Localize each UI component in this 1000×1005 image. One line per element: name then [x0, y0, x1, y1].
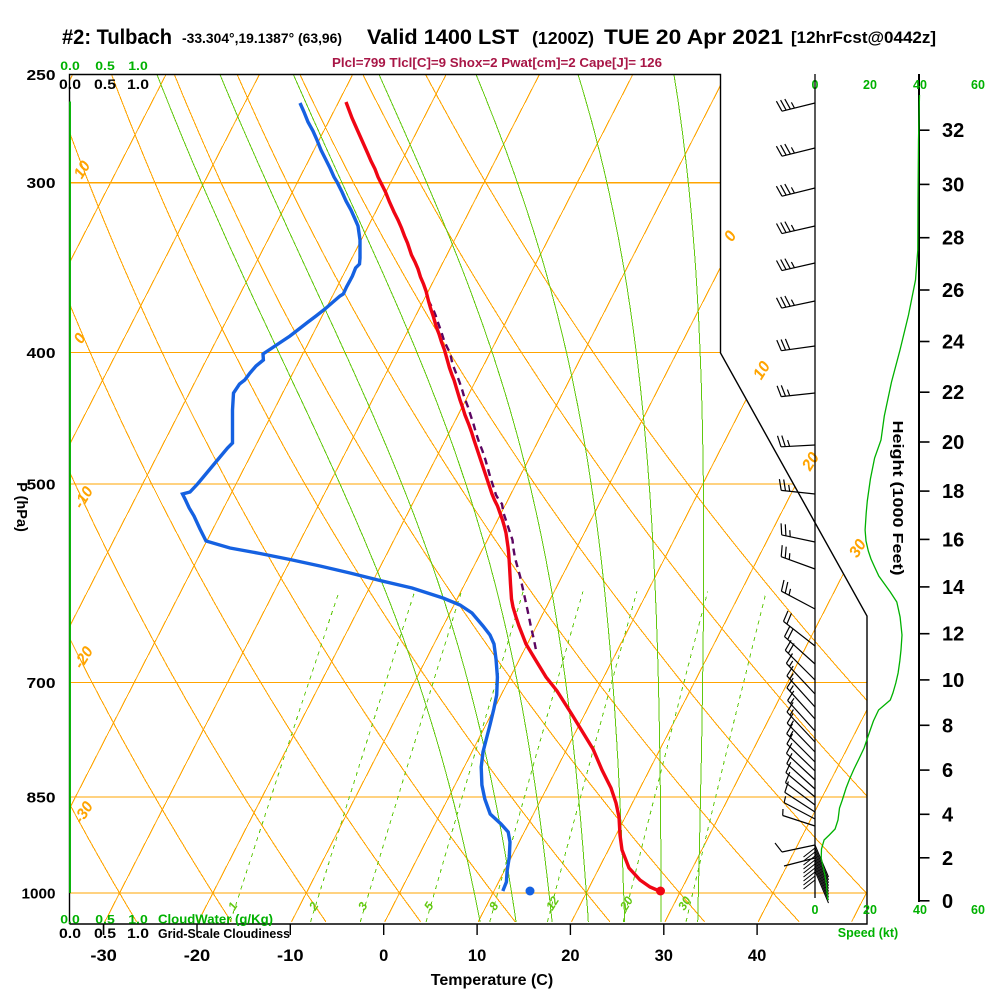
svg-text:0: 0: [812, 903, 819, 917]
svg-text:24: 24: [942, 332, 965, 354]
svg-text:Speed (kt): Speed (kt): [838, 926, 898, 940]
svg-text:-10: -10: [277, 947, 304, 965]
svg-text:30: 30: [655, 947, 673, 965]
svg-text:1.0: 1.0: [127, 77, 149, 92]
svg-text:850: 850: [27, 790, 56, 807]
svg-text:4: 4: [942, 804, 954, 826]
svg-text:14: 14: [942, 577, 965, 599]
svg-text:1.0: 1.0: [128, 59, 148, 73]
svg-text:Height (1000 Feet): Height (1000 Feet): [889, 421, 905, 576]
svg-text:16: 16: [942, 529, 964, 551]
svg-text:2: 2: [942, 848, 953, 870]
svg-text:250: 250: [27, 67, 56, 84]
svg-text:1.0: 1.0: [128, 913, 148, 927]
svg-text:700: 700: [27, 675, 56, 692]
svg-text:0.5: 0.5: [95, 59, 115, 73]
svg-text:20: 20: [863, 903, 877, 917]
svg-text:20: 20: [863, 78, 877, 92]
svg-text:40: 40: [913, 78, 927, 92]
svg-text:20: 20: [942, 432, 964, 454]
svg-text:0.5: 0.5: [94, 926, 117, 941]
svg-text:(1200Z): (1200Z): [532, 28, 594, 48]
svg-text:6: 6: [942, 760, 953, 782]
svg-text:0.0: 0.0: [60, 913, 80, 927]
svg-text:28: 28: [942, 228, 964, 250]
svg-text:0: 0: [379, 947, 388, 965]
svg-text:0.0: 0.0: [60, 59, 80, 73]
svg-text:1000: 1000: [22, 886, 56, 903]
svg-text:TUE 20 Apr 2021: TUE 20 Apr 2021: [604, 25, 783, 49]
svg-text:22: 22: [942, 382, 964, 404]
svg-text:8: 8: [942, 715, 953, 737]
svg-text:10: 10: [468, 947, 486, 965]
svg-text:Grid-Scale Cloudiness: Grid-Scale Cloudiness: [158, 926, 290, 941]
svg-text:-30: -30: [90, 947, 117, 965]
svg-text:0.5: 0.5: [94, 77, 117, 92]
svg-text:300: 300: [27, 175, 56, 192]
svg-text:12: 12: [942, 624, 964, 646]
svg-text:Temperature (C): Temperature (C): [431, 972, 553, 989]
svg-text:#2: Tulbach: #2: Tulbach: [62, 26, 172, 49]
svg-text:18: 18: [942, 481, 964, 503]
svg-text:40: 40: [913, 903, 927, 917]
svg-text:32: 32: [942, 120, 964, 142]
svg-text:400: 400: [27, 345, 56, 362]
svg-text:60: 60: [971, 903, 985, 917]
svg-text:1.0: 1.0: [127, 926, 149, 941]
svg-text:-33.304°,19.1387° (63,96): -33.304°,19.1387° (63,96): [182, 31, 342, 46]
svg-text:26: 26: [942, 280, 964, 302]
svg-text:60: 60: [971, 78, 985, 92]
svg-text:0.0: 0.0: [59, 77, 81, 92]
svg-text:Plcl=799 Tlcl[C]=9 Shox=2 Pwat: Plcl=799 Tlcl[C]=9 Shox=2 Pwat[cm]=2 Cap…: [332, 55, 662, 70]
svg-text:30: 30: [942, 174, 964, 196]
svg-text:[12hrFcst@0442z]: [12hrFcst@0442z]: [791, 28, 936, 47]
svg-text:0: 0: [942, 891, 953, 913]
svg-text:20: 20: [561, 947, 579, 965]
svg-text:0.0: 0.0: [59, 926, 81, 941]
svg-text:0.5: 0.5: [95, 913, 115, 927]
svg-text:10: 10: [942, 670, 964, 692]
svg-text:CloudWater (g/Kg): CloudWater (g/Kg): [158, 912, 273, 927]
svg-text:-20: -20: [184, 947, 211, 965]
svg-text:P (hPa): P (hPa): [13, 482, 29, 532]
svg-text:40: 40: [748, 947, 766, 965]
svg-text:500: 500: [27, 477, 56, 494]
svg-text:Valid 1400 LST: Valid 1400 LST: [367, 26, 519, 49]
